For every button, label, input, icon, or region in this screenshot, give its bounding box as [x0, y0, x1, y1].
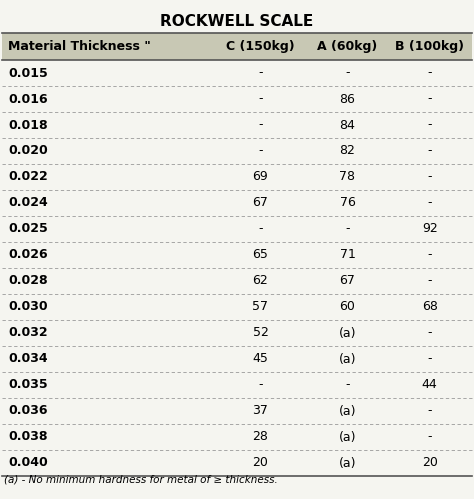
Text: -: - [258, 223, 263, 236]
Text: -: - [428, 352, 432, 365]
Text: -: - [258, 118, 263, 132]
Text: 52: 52 [253, 326, 268, 339]
Text: 20: 20 [422, 457, 438, 470]
Text: 65: 65 [253, 249, 268, 261]
Text: -: - [258, 379, 263, 392]
Text: 0.032: 0.032 [9, 326, 48, 339]
Text: -: - [428, 405, 432, 418]
Text: -: - [345, 379, 350, 392]
Text: (a): (a) [339, 326, 356, 339]
Text: 0.022: 0.022 [9, 171, 48, 184]
Text: -: - [428, 145, 432, 158]
Text: -: - [428, 326, 432, 339]
Text: 0.026: 0.026 [9, 249, 48, 261]
Text: 76: 76 [339, 197, 356, 210]
Text: 0.018: 0.018 [9, 118, 48, 132]
Text: 0.028: 0.028 [9, 274, 48, 287]
Text: 45: 45 [253, 352, 268, 365]
Text: 0.030: 0.030 [9, 300, 48, 313]
Text: 60: 60 [339, 300, 356, 313]
Text: 44: 44 [422, 379, 438, 392]
Text: 0.016: 0.016 [9, 92, 48, 105]
Text: 84: 84 [339, 118, 356, 132]
Text: -: - [428, 171, 432, 184]
Text: -: - [428, 249, 432, 261]
Text: 0.020: 0.020 [9, 145, 48, 158]
Text: 86: 86 [339, 92, 356, 105]
Text: 0.036: 0.036 [9, 405, 48, 418]
Text: -: - [428, 431, 432, 444]
Text: 68: 68 [422, 300, 438, 313]
Text: -: - [345, 66, 350, 79]
Text: Material Thickness ": Material Thickness " [9, 40, 151, 53]
Text: (a): (a) [339, 405, 356, 418]
Text: 0.034: 0.034 [9, 352, 48, 365]
Text: 0.025: 0.025 [9, 223, 48, 236]
Text: 67: 67 [339, 274, 356, 287]
Text: 28: 28 [253, 431, 268, 444]
Text: 0.015: 0.015 [9, 66, 48, 79]
Text: 57: 57 [253, 300, 268, 313]
Text: 37: 37 [253, 405, 268, 418]
Text: -: - [428, 197, 432, 210]
Bar [2, 33, 472, 60]
Text: 78: 78 [339, 171, 356, 184]
Text: 0.035: 0.035 [9, 379, 48, 392]
Text: 0.040: 0.040 [9, 457, 48, 470]
Text: -: - [258, 92, 263, 105]
Text: 69: 69 [253, 171, 268, 184]
Text: ROCKWELL SCALE: ROCKWELL SCALE [160, 14, 314, 29]
Text: 0.024: 0.024 [9, 197, 48, 210]
Text: (a): (a) [339, 431, 356, 444]
Text: (a) - No minimum hardness for metal of ≥ thickness.: (a) - No minimum hardness for metal of ≥… [4, 474, 278, 484]
Text: -: - [258, 66, 263, 79]
Text: -: - [428, 66, 432, 79]
Text: -: - [258, 145, 263, 158]
Text: 92: 92 [422, 223, 438, 236]
Text: 0.038: 0.038 [9, 431, 48, 444]
Text: C (150kg): C (150kg) [226, 40, 295, 53]
Text: -: - [345, 223, 350, 236]
Text: 71: 71 [339, 249, 356, 261]
Text: 20: 20 [253, 457, 268, 470]
Text: B (100kg): B (100kg) [395, 40, 464, 53]
Text: 82: 82 [339, 145, 356, 158]
Text: -: - [428, 274, 432, 287]
Text: (a): (a) [339, 457, 356, 470]
Text: -: - [428, 118, 432, 132]
Text: -: - [428, 92, 432, 105]
Text: 67: 67 [253, 197, 268, 210]
Text: 62: 62 [253, 274, 268, 287]
Text: A (60kg): A (60kg) [317, 40, 378, 53]
Text: (a): (a) [339, 352, 356, 365]
